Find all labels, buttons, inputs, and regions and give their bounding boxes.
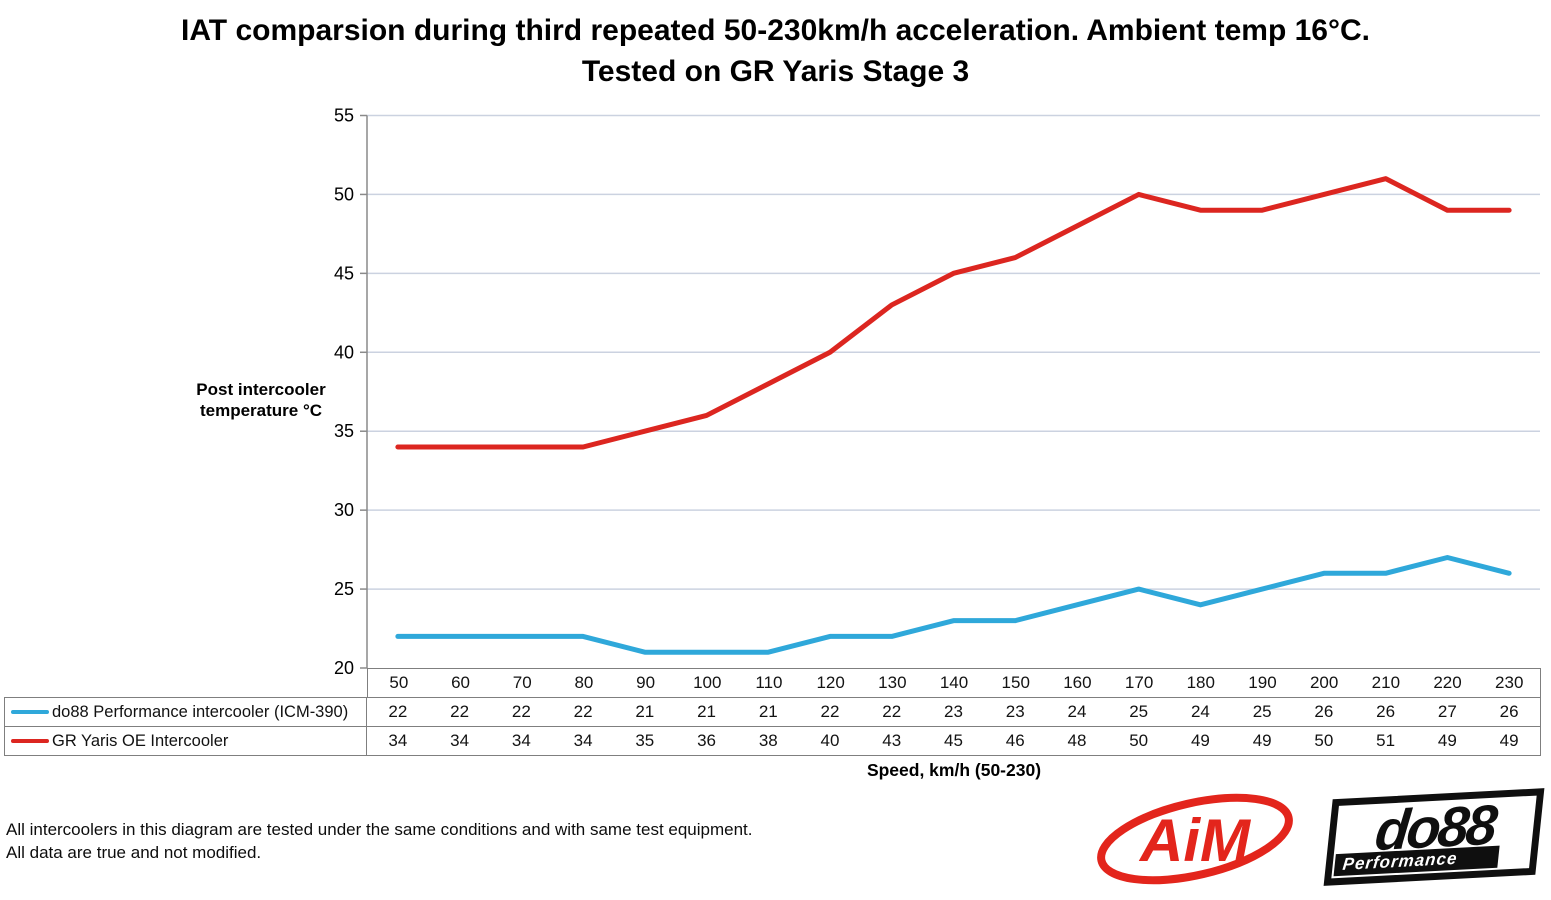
- table-cell: 27: [1437, 702, 1457, 721]
- footer-notes: All intercoolers in this diagram are tes…: [6, 819, 753, 864]
- y-axis-label-line2: temperature °C: [199, 401, 323, 420]
- table-cell: 34: [450, 731, 470, 750]
- legend-label-do88: do88 Performance intercooler (ICM-390): [52, 702, 349, 721]
- table-cell: 22: [511, 702, 531, 721]
- table-cell: 22: [388, 702, 408, 721]
- x-tick-label: 140: [939, 673, 969, 692]
- legend-label-oe: GR Yaris OE Intercooler: [52, 731, 229, 750]
- table-cell: 43: [882, 731, 902, 750]
- y-tick-label: 55: [334, 106, 354, 126]
- table-cell: 23: [1005, 702, 1025, 721]
- y-tick-label: 25: [334, 579, 354, 599]
- table-cell: 22: [820, 702, 840, 721]
- table-cell: 48: [1067, 731, 1087, 750]
- table-cell: 22: [882, 702, 902, 721]
- table-cell: 21: [635, 702, 655, 721]
- table-cell: 34: [388, 731, 408, 750]
- table-cell: 36: [697, 731, 716, 750]
- table-row-oe: GR Yaris OE Intercooler 34 34 34 34 35 36 38 40…: [4, 726, 1541, 756]
- table-cell: 24: [1067, 702, 1087, 721]
- table-cell: 34: [573, 731, 593, 750]
- x-axis-labels-row: 50 60 70 80 90 100 110 120 130 140 150 160 170 180 190…: [367, 668, 1541, 697]
- table-cell: 50: [1129, 731, 1149, 750]
- x-tick-label: 150: [1001, 673, 1030, 692]
- legend-item-do88: do88 Performance intercooler (ICM-390): [4, 698, 367, 726]
- y-tick-label: 40: [334, 342, 354, 362]
- x-tick-label: 210: [1371, 673, 1401, 692]
- x-tick-label: 50: [389, 673, 409, 692]
- x-tick-label: 80: [574, 673, 594, 692]
- table-cell: 49: [1437, 731, 1457, 750]
- table-cell: 50: [1314, 731, 1334, 750]
- y-tick-label: 30: [334, 500, 354, 520]
- series-line-1: [395, 176, 1512, 450]
- table-cell: 22: [450, 702, 470, 721]
- x-tick-label: 120: [816, 673, 845, 692]
- aim-logo-text: AiM: [1138, 807, 1252, 874]
- aim-logo: AiM: [1097, 793, 1293, 885]
- x-tick-label: 110: [755, 673, 783, 692]
- table-cell: 49: [1252, 731, 1272, 750]
- legend-line-swatch-red: [11, 738, 49, 744]
- footer-line1: All intercoolers in this diagram are tes…: [6, 820, 753, 839]
- y-axis-label-line1: Post intercooler: [196, 380, 326, 399]
- y-tick-label: 45: [334, 263, 354, 283]
- x-tick-label: 60: [451, 673, 470, 692]
- x-tick-label: 220: [1433, 673, 1462, 692]
- x-tick-label: 200: [1309, 673, 1339, 692]
- chart-title-line2: Tested on GR Yaris Stage 3: [581, 55, 970, 88]
- table-cell: 45: [944, 731, 963, 750]
- table-cell: 24: [1190, 702, 1210, 721]
- series-line-0: [395, 555, 1512, 655]
- legend-line-swatch-blue: [11, 709, 49, 715]
- table-cell: 25: [1252, 702, 1272, 721]
- y-tick-label: 35: [334, 421, 354, 441]
- x-tick-label: 180: [1186, 673, 1215, 692]
- chart-title: IAT comparsion during third repeated 50-…: [0, 10, 1551, 92]
- table-cell: 34: [511, 731, 531, 750]
- chart-title-line1: IAT comparsion during third repeated 50-…: [181, 14, 1370, 47]
- x-tick-label: 170: [1124, 673, 1154, 692]
- table-values-oe: 34 34 34 34 35 36 38 40 43 45 46 48 50 49 49 50 51 49 49: [367, 727, 1540, 755]
- x-tick-label: 190: [1248, 673, 1277, 692]
- y-axis-label: Post intercooler temperature °C: [186, 379, 336, 421]
- table-cell: 23: [944, 702, 963, 721]
- table-cell: 35: [635, 731, 655, 750]
- table-cell: 26: [1314, 702, 1334, 721]
- table-cell: 21: [758, 702, 778, 721]
- x-axis-label: Speed, km/h (50-230): [866, 760, 1042, 780]
- footer-line2: All data are true and not modified.: [6, 842, 262, 862]
- table-values-do88: 22 22 22 22 21 21 21 22 22 23 23 24 25 24 25 26 26 27 26: [367, 698, 1540, 726]
- table-cell: 38: [758, 731, 778, 750]
- legend-item-oe: GR Yaris OE Intercooler: [4, 727, 367, 755]
- table-cell: 22: [573, 702, 593, 721]
- table-cell: 26: [1376, 702, 1396, 721]
- x-tick-label: 70: [512, 673, 532, 692]
- table-cell: 25: [1129, 702, 1149, 721]
- table-cell: 46: [1005, 731, 1025, 750]
- x-tick-label: 90: [636, 673, 656, 692]
- table-cell: 51: [1376, 731, 1396, 750]
- aim-logo-swoosh: [1097, 793, 1293, 885]
- table-cell: 21: [697, 702, 716, 721]
- table-row-do88: do88 Performance intercooler (ICM-390) 2…: [4, 697, 1541, 726]
- table-cell: 49: [1499, 731, 1519, 750]
- table-cell: 26: [1499, 702, 1519, 721]
- x-tick-label: 230: [1495, 673, 1524, 692]
- y-tick-label: 20: [334, 658, 354, 678]
- y-tick-label: 50: [334, 184, 354, 204]
- table-cell: 40: [820, 731, 840, 750]
- x-tick-label: 100: [693, 673, 722, 692]
- x-tick-label: 160: [1063, 673, 1092, 692]
- x-tick-label: 130: [878, 673, 907, 692]
- table-cell: 49: [1190, 731, 1210, 750]
- do88-logo: do88 Performance: [1323, 788, 1545, 886]
